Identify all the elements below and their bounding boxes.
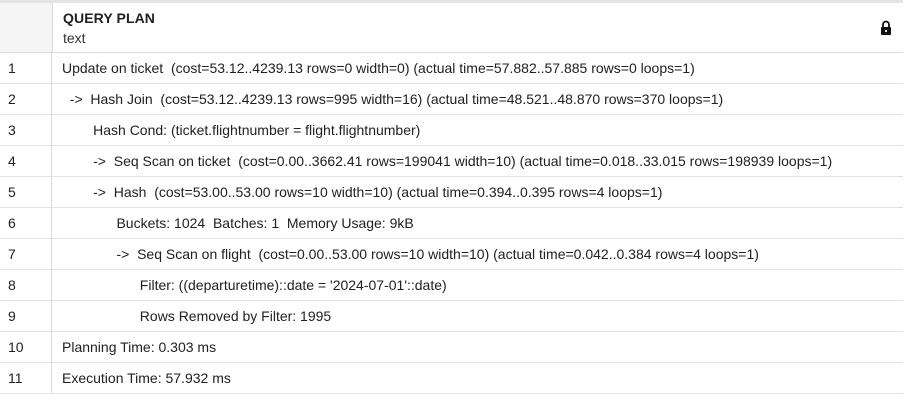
row-number[interactable]: 2 — [0, 84, 52, 114]
grid-body: 1 Update on ticket (cost=53.12..4239.13 r… — [0, 53, 903, 394]
row-number-header[interactable] — [0, 3, 53, 52]
query-plan-cell[interactable]: Filter: ((departuretime)::date = '2024-0… — [62, 277, 447, 293]
query-plan-cell[interactable]: Update on ticket (cost=53.12..4239.13 ro… — [62, 60, 695, 76]
query-plan-cell[interactable]: Buckets: 1024 Batches: 1 Memory Usage: 9… — [62, 215, 414, 231]
query-plan-cell[interactable]: Planning Time: 0.303 ms — [62, 339, 217, 355]
table-row[interactable]: 4 -> Seq Scan on ticket (cost=0.00..3662… — [0, 146, 903, 177]
table-row[interactable]: 8 Filter: ((departuretime)::date = '2024… — [0, 270, 903, 301]
query-plan-cell[interactable]: Rows Removed by Filter: 1995 — [62, 308, 332, 324]
table-row[interactable]: 2 -> Hash Join (cost=53.12..4239.13 rows… — [0, 84, 903, 115]
table-row[interactable]: 3 Hash Cond: (ticket.flightnumber = flig… — [0, 115, 903, 146]
query-plan-cell[interactable]: -> Hash Join (cost=53.12..4239.13 rows=9… — [62, 91, 724, 107]
row-number[interactable]: 11 — [0, 363, 52, 393]
column-type: text — [63, 30, 86, 46]
lock-icon — [881, 20, 891, 35]
column-header-query-plan[interactable]: QUERY PLAN text — [53, 3, 903, 52]
table-row[interactable]: 9 Rows Removed by Filter: 1995 — [0, 301, 903, 332]
grid-header: QUERY PLAN text — [0, 3, 903, 53]
row-number[interactable]: 9 — [0, 301, 52, 331]
row-number[interactable]: 7 — [0, 239, 52, 269]
table-row[interactable]: 7 -> Seq Scan on flight (cost=0.00..53.0… — [0, 239, 903, 270]
query-plan-cell[interactable]: Execution Time: 57.932 ms — [62, 370, 231, 386]
query-plan-cell[interactable]: -> Seq Scan on flight (cost=0.00..53.00 … — [62, 246, 759, 262]
row-number[interactable]: 8 — [0, 270, 52, 300]
row-number[interactable]: 5 — [0, 177, 52, 207]
table-row[interactable]: 5 -> Hash (cost=53.00..53.00 rows=10 wid… — [0, 177, 903, 208]
table-row[interactable]: 1 Update on ticket (cost=53.12..4239.13 r… — [0, 53, 903, 84]
row-number[interactable]: 6 — [0, 208, 52, 238]
row-number[interactable]: 4 — [0, 146, 52, 176]
query-plan-cell[interactable]: -> Seq Scan on ticket (cost=0.00..3662.4… — [62, 153, 833, 169]
table-row[interactable]: 10 Planning Time: 0.303 ms — [0, 332, 903, 363]
table-row[interactable]: 6 Buckets: 1024 Batches: 1 Memory Usage:… — [0, 208, 903, 239]
row-number[interactable]: 3 — [0, 115, 52, 145]
row-number[interactable]: 10 — [0, 332, 52, 362]
query-plan-cell[interactable]: -> Hash (cost=53.00..53.00 rows=10 width… — [62, 184, 663, 200]
query-plan-grid: QUERY PLAN text 1 Update on ticket (cost=… — [0, 0, 903, 394]
column-title: QUERY PLAN — [63, 10, 156, 26]
query-plan-cell[interactable]: Hash Cond: (ticket.flightnumber = flight… — [62, 122, 421, 138]
table-row[interactable]: 11 Execution Time: 57.932 ms — [0, 363, 903, 394]
row-number[interactable]: 1 — [0, 53, 52, 83]
